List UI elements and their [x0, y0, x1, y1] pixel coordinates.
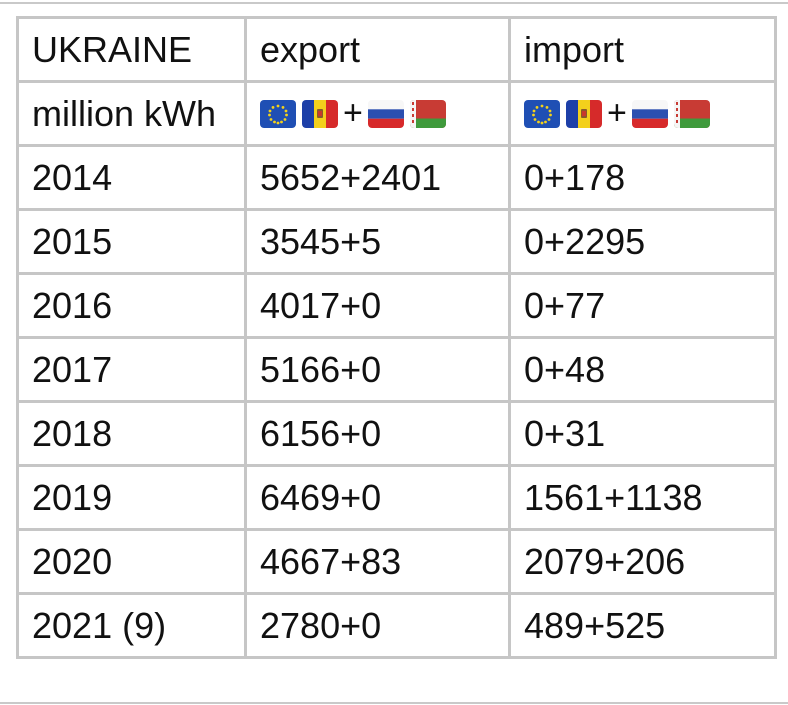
data-row: 2019 6469+0 1561+1138 [16, 464, 777, 531]
data-row: 2020 4667+83 2079+206 [16, 528, 777, 595]
bottom-rule [0, 702, 788, 704]
flag-cell: + [508, 80, 777, 147]
export-cell: 4667+83 [244, 528, 511, 595]
flag-moldova [566, 100, 602, 128]
data-row: 2017 5166+0 0+48 [16, 336, 777, 403]
flag-eu [524, 100, 560, 128]
import-cell: 0+2295 [508, 208, 777, 275]
export-cell: 6156+0 [244, 400, 511, 467]
flag-moldova [302, 100, 338, 128]
header-row: UKRAINE export import [16, 16, 777, 83]
export-cell: 5652+2401 [244, 144, 511, 211]
data-row: 2014 5652+2401 0+178 [16, 144, 777, 211]
table: UKRAINE export import million kWh + + [16, 16, 777, 659]
flag-separator: + [343, 94, 363, 132]
flag-eu [260, 100, 296, 128]
table-body: UKRAINE export import million kWh + + [16, 16, 777, 659]
top-rule [0, 2, 788, 4]
import-cell: 1561+1138 [508, 464, 777, 531]
import-cell: 2079+206 [508, 528, 777, 595]
flag-russia [368, 100, 404, 128]
export-cell: 3545+5 [244, 208, 511, 275]
year-cell: 2014 [16, 144, 247, 211]
flag-russia [632, 100, 668, 128]
header-cell: UKRAINE [16, 16, 247, 83]
year-cell: 2018 [16, 400, 247, 467]
import-cell: 0+31 [508, 400, 777, 467]
year-cell: 2019 [16, 464, 247, 531]
export-cell: 4017+0 [244, 272, 511, 339]
export-cell: 6469+0 [244, 464, 511, 531]
flag-cell: + [244, 80, 511, 147]
flag-belarus [674, 100, 710, 128]
data-row: 2016 4017+0 0+77 [16, 272, 777, 339]
import-cell: 489+525 [508, 592, 777, 659]
year-cell: 2016 [16, 272, 247, 339]
export-cell: 5166+0 [244, 336, 511, 403]
flags: + [260, 94, 508, 133]
export-cell: 2780+0 [244, 592, 511, 659]
data-row: 2015 3545+5 0+2295 [16, 208, 777, 275]
year-cell: 2020 [16, 528, 247, 595]
unit-row: million kWh + + [16, 80, 777, 147]
data-row: 2018 6156+0 0+31 [16, 400, 777, 467]
flag-separator: + [607, 94, 627, 132]
year-cell: 2015 [16, 208, 247, 275]
import-cell: 0+178 [508, 144, 777, 211]
flag-belarus [410, 100, 446, 128]
unit-cell: million kWh [16, 80, 247, 147]
header-cell: export [244, 16, 511, 83]
import-cell: 0+48 [508, 336, 777, 403]
data-row: 2021 (9) 2780+0 489+525 [16, 592, 777, 659]
year-cell: 2017 [16, 336, 247, 403]
year-cell: 2021 (9) [16, 592, 247, 659]
header-cell: import [508, 16, 777, 83]
flags: + [524, 94, 774, 133]
import-cell: 0+77 [508, 272, 777, 339]
